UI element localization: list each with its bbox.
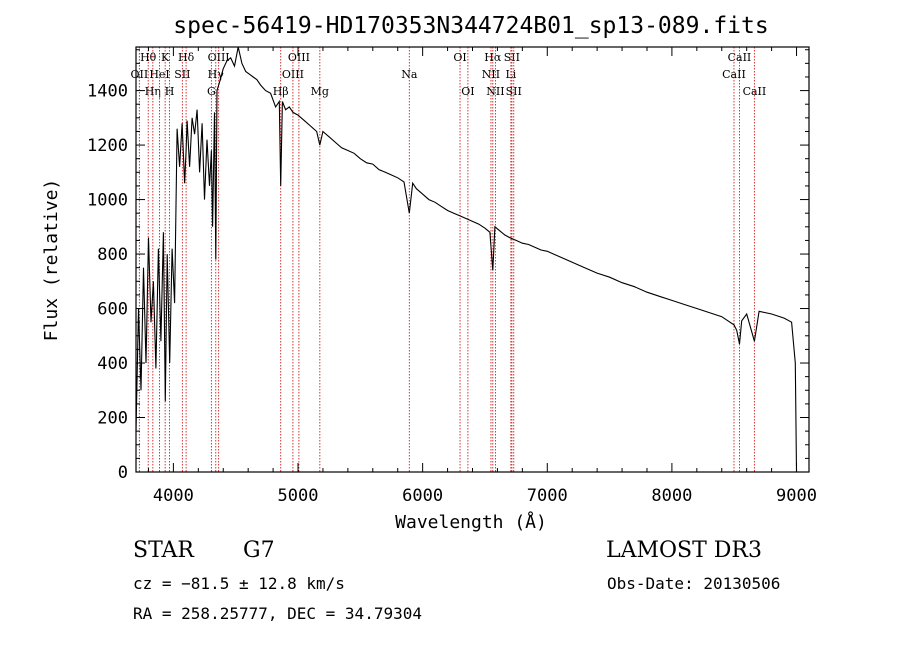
coordinates: RA = 258.25777, DEC = 34.79304 <box>133 604 422 623</box>
line-marker-label: Hβ <box>273 85 289 98</box>
line-marker-label: OIII <box>282 68 304 81</box>
line-marker-label: OI <box>453 51 466 64</box>
line-marker-label: Hη <box>145 85 161 98</box>
line-marker-label: OIII <box>288 51 310 64</box>
line-marker-label: OI <box>461 85 474 98</box>
line-marker-label: Hθ <box>140 51 157 64</box>
line-marker-label: Mg <box>311 85 329 98</box>
x-tick-label: 6000 <box>402 486 443 506</box>
plot-frame <box>135 46 810 473</box>
y-tick-label: 400 <box>97 354 128 374</box>
line-marker-label: Li <box>505 68 516 81</box>
line-marker-label: NII <box>486 85 504 98</box>
y-tick-label: 200 <box>97 409 128 429</box>
survey-name: LAMOST DR3 <box>606 538 762 563</box>
y-tick-label: 1400 <box>87 82 128 102</box>
obs-date: Obs-Date: 20130506 <box>607 574 781 593</box>
y-axis: 0 200 400 600 800 1000 1200 1400 <box>87 49 809 483</box>
x-axis: 4000 5000 6000 7000 8000 9000 <box>147 47 817 506</box>
line-marker-label: HeI <box>149 68 169 81</box>
line-marker-label: CaII <box>743 85 767 98</box>
y-tick-label: 1000 <box>87 191 128 211</box>
line-marker-label: CaII <box>728 51 752 64</box>
y-tick-label: 0 <box>118 463 128 483</box>
line-marker-label: H <box>165 85 175 98</box>
line-marker-label: Hδ <box>178 51 195 64</box>
x-tick-label: 8000 <box>651 486 692 506</box>
line-marker-label: OIII <box>208 51 230 64</box>
y-tick-label: 800 <box>97 245 128 265</box>
line-marker-label: G <box>207 85 216 98</box>
line-marker-label: SII <box>506 85 522 98</box>
spectrum-series-line <box>135 46 798 473</box>
line-marker-label: Hα <box>484 51 502 64</box>
line-marker-label: SII <box>174 68 190 81</box>
object-class: STAR <box>133 538 194 563</box>
line-marker-label: K <box>161 51 170 64</box>
x-tick-label: 9000 <box>776 486 817 506</box>
line-marker-label: OII <box>131 68 149 81</box>
subclass: G7 <box>243 538 275 563</box>
y-tick-label: 600 <box>97 300 128 320</box>
x-tick-label: 5000 <box>278 486 319 506</box>
line-marker-label: NII <box>482 68 500 81</box>
line-marker-label: CaII <box>722 68 746 81</box>
line-marker-label: SII <box>504 51 520 64</box>
y-axis-label: Flux (relative) <box>41 179 62 342</box>
y-tick-label: 1200 <box>87 136 128 156</box>
x-tick-label: 4000 <box>153 486 194 506</box>
x-axis-label: Wavelength (Å) <box>395 511 547 533</box>
redshift-text: cz = −81.5 ± 12.8 km/s <box>133 574 345 593</box>
line-marker-label: Na <box>401 68 418 81</box>
x-tick-label: 7000 <box>527 486 568 506</box>
chart-title: spec-56419-HD170353N344724B01_sp13-089.f… <box>173 13 768 39</box>
